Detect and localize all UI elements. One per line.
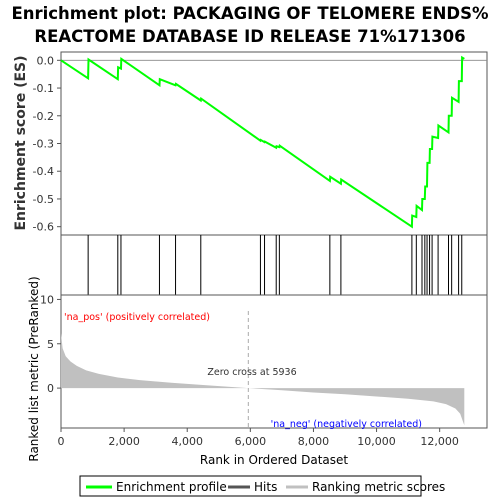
- metric-y-ticks: 10 5 0: [40, 293, 61, 395]
- x-tick-label: 8,000: [298, 435, 330, 448]
- chart-title-line1: Enrichment plot: PACKAGING OF TELOMERE E…: [11, 4, 489, 23]
- x-tick-label: 10,000: [357, 435, 396, 448]
- x-tick-label: 0: [58, 435, 65, 448]
- legend-label-ranking-metric: Ranking metric scores: [312, 480, 445, 494]
- legend-label-hits: Hits: [254, 480, 277, 494]
- es-y-tick-label: -0.3: [33, 138, 54, 151]
- zero-cross-label: Zero cross at 5936: [207, 367, 296, 378]
- es-enrichment-line: [60, 55, 465, 229]
- x-axis-ticks: 0 2,000 4,000 6,000 8,000 10,000 12,000: [58, 428, 459, 448]
- legend-label-enrichment-profile: Enrichment profile: [116, 480, 227, 494]
- metric-panel: 10 5 0 'na_pos' (positively correlated) Ze…: [40, 293, 488, 430]
- es-y-tick-label: -0.6: [33, 221, 54, 234]
- legend-frame: [79, 475, 422, 497]
- metric-y-tick-label: 10: [40, 293, 54, 306]
- es-y-tick-label: -0.5: [33, 193, 54, 206]
- hits-panel: [60, 234, 488, 296]
- metric-y-tick-label: 5: [47, 338, 54, 351]
- hit-marks: [87, 235, 463, 295]
- es-y-tick-label: 0.0: [37, 54, 55, 67]
- x-tick-label: 2,000: [108, 435, 140, 448]
- legend: Enrichment profile Hits Ranking metric s…: [79, 475, 445, 497]
- chart-title-line2: REACTOME DATABASE ID RELEASE 71%171306: [34, 27, 465, 46]
- es-y-tick-label: -0.4: [33, 165, 54, 178]
- es-panel: 0.0 -0.1 -0.2 -0.3 -0.4 -0.5 -0.6: [33, 51, 488, 236]
- es-y-ticks: 0.0 -0.1 -0.2 -0.3 -0.4 -0.5 -0.6: [33, 54, 61, 234]
- hits-frame: [60, 234, 488, 296]
- es-y-tick-label: -0.2: [33, 110, 54, 123]
- x-axis-label: Rank in Ordered Dataset: [200, 453, 348, 467]
- x-tick-label: 12,000: [420, 435, 459, 448]
- neg-correlated-label: 'na_neg' (negatively correlated): [271, 419, 422, 430]
- metric-y-axis-label: Ranked list metric (PreRanked): [27, 276, 41, 461]
- es-y-tick-label: -0.1: [33, 82, 54, 95]
- metric-frame: [60, 294, 488, 429]
- es-y-axis-label: Enrichment score (ES): [13, 55, 29, 230]
- pos-correlated-label: 'na_pos' (positively correlated): [64, 312, 210, 323]
- x-tick-label: 6,000: [235, 435, 267, 448]
- x-tick-label: 4,000: [171, 435, 203, 448]
- es-frame: [60, 51, 488, 236]
- metric-y-tick-label: 0: [47, 382, 54, 395]
